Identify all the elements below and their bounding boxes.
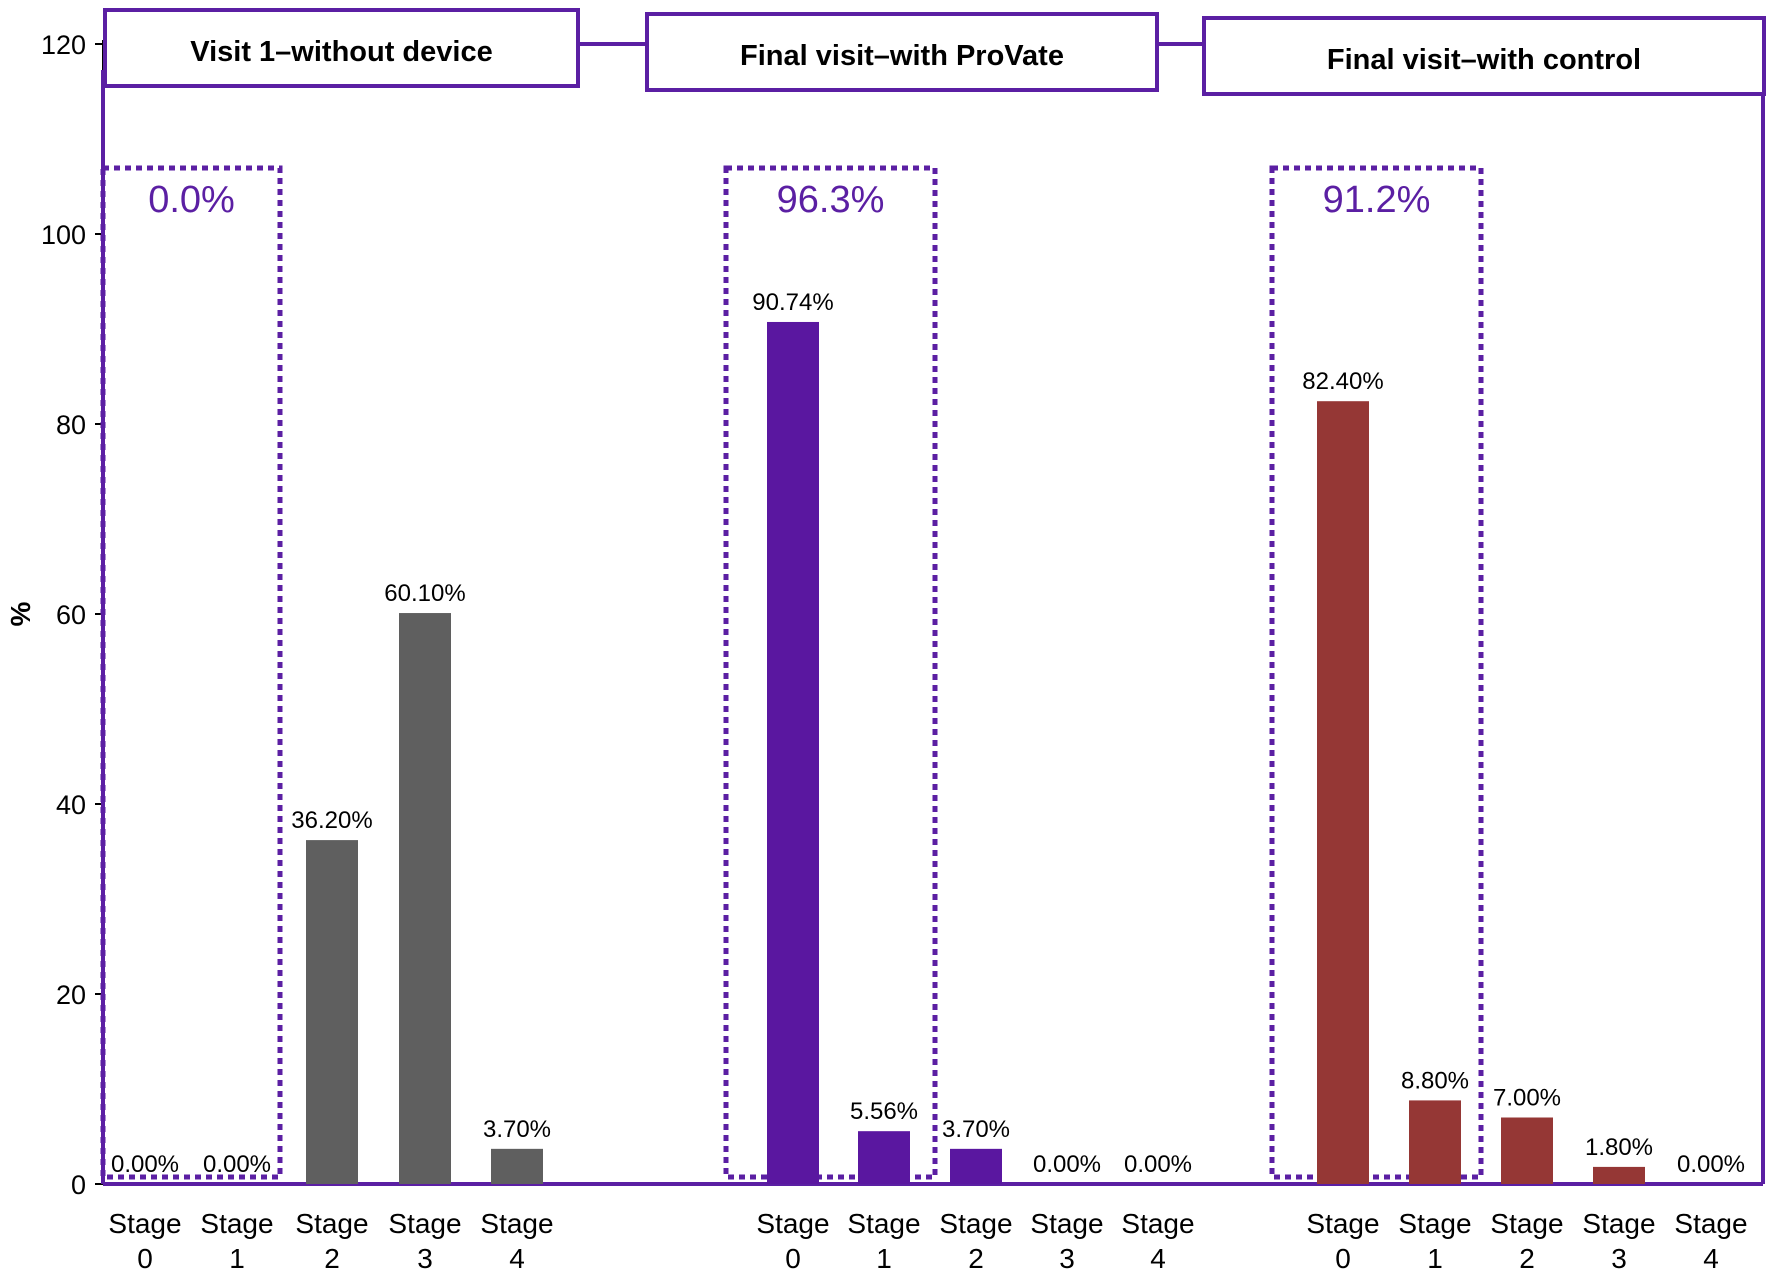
x-tick-label: 1 [229, 1243, 245, 1274]
x-tick-label: 1 [1427, 1243, 1443, 1274]
x-tick-label: 4 [1703, 1243, 1719, 1274]
label-layer: Visit 1–without device 0.0% 0.00% Stage 0 0.0… [108, 36, 1747, 1274]
panel-title: Final visit–with control [1327, 44, 1641, 76]
x-tick-label: Stage [200, 1208, 273, 1239]
x-tick-label: Stage [1398, 1208, 1471, 1239]
data-label: 1.80% [1585, 1134, 1653, 1161]
data-label: 0.00% [203, 1151, 271, 1178]
bar-layer [306, 321, 1645, 1185]
data-label: 60.10% [384, 580, 465, 607]
data-label: 8.80% [1401, 1067, 1469, 1094]
x-tick-label: Stage [1582, 1208, 1655, 1239]
bar [1409, 1100, 1461, 1184]
x-tick-label: Stage [480, 1208, 553, 1239]
axis-layer: 0 20 40 60 80 100 120% [5, 30, 104, 1200]
data-label: 3.70% [942, 1116, 1010, 1143]
bar [1593, 1166, 1645, 1184]
x-tick-label: 0 [785, 1243, 801, 1274]
x-tick-label: 2 [324, 1243, 340, 1274]
bar [950, 1148, 1002, 1184]
frame-layer [100, 8, 1766, 1186]
bar [491, 1148, 543, 1184]
bar [399, 613, 451, 1184]
panel-title: Visit 1–without device [190, 36, 492, 68]
highlight-box [723, 165, 938, 1180]
x-tick-label: 0 [1335, 1243, 1351, 1274]
x-tick-label: 3 [1611, 1243, 1627, 1274]
data-label: 0.00% [1677, 1151, 1745, 1178]
data-label: 7.00% [1493, 1085, 1561, 1112]
data-label: 3.70% [483, 1116, 551, 1143]
bar [306, 840, 358, 1184]
x-tick-label: Stage [1674, 1208, 1747, 1239]
x-tick-label: Stage [1121, 1208, 1194, 1239]
x-tick-label: 3 [417, 1243, 433, 1274]
panel-title: Final visit–with ProVate [740, 40, 1064, 72]
y-tick-label: 40 [56, 790, 86, 820]
x-tick-label: Stage [847, 1208, 920, 1239]
x-tick-label: 1 [876, 1243, 892, 1274]
highlight-percentage: 91.2% [1323, 179, 1431, 221]
data-label: 90.74% [752, 289, 833, 316]
y-tick-label: 100 [41, 220, 86, 250]
y-tick-label: 60 [56, 600, 86, 630]
x-tick-label: Stage [1030, 1208, 1103, 1239]
highlight-percentage: 96.3% [777, 179, 885, 221]
bar [1501, 1117, 1553, 1184]
data-label: 0.00% [111, 1151, 179, 1178]
data-label: 82.40% [1302, 368, 1383, 395]
x-tick-label: 3 [1059, 1243, 1075, 1274]
x-tick-label: 4 [509, 1243, 525, 1274]
x-tick-label: Stage [1490, 1208, 1563, 1239]
x-tick-label: 2 [1519, 1243, 1535, 1274]
y-tick-label: 0 [71, 1170, 86, 1200]
bar [858, 1131, 910, 1184]
panel-title-box [1202, 16, 1766, 96]
x-tick-label: 2 [968, 1243, 984, 1274]
x-tick-label: Stage [388, 1208, 461, 1239]
bar [767, 321, 819, 1185]
highlight-box [100, 165, 283, 1180]
y-tick-label: 80 [56, 410, 86, 440]
x-tick-label: Stage [756, 1208, 829, 1239]
data-label: 0.00% [1124, 1151, 1192, 1178]
x-tick-label: Stage [108, 1208, 181, 1239]
highlight-percentage: 0.0% [148, 179, 235, 221]
data-label: 5.56% [850, 1098, 918, 1125]
y-tick-label: 120 [41, 30, 86, 60]
y-tick-label: 20 [56, 980, 86, 1010]
x-tick-label: Stage [1306, 1208, 1379, 1239]
x-tick-label: Stage [295, 1208, 368, 1239]
panel-title-box [645, 12, 1159, 92]
x-tick-label: 4 [1150, 1243, 1166, 1274]
data-label: 36.20% [291, 807, 372, 834]
x-tick-label: 0 [137, 1243, 153, 1274]
highlight-box [1269, 165, 1484, 1180]
bar [1317, 401, 1369, 1184]
data-label: 0.00% [1033, 1151, 1101, 1178]
y-axis-label: % [5, 601, 36, 626]
x-tick-label: Stage [939, 1208, 1012, 1239]
panel-title-box [103, 8, 580, 88]
